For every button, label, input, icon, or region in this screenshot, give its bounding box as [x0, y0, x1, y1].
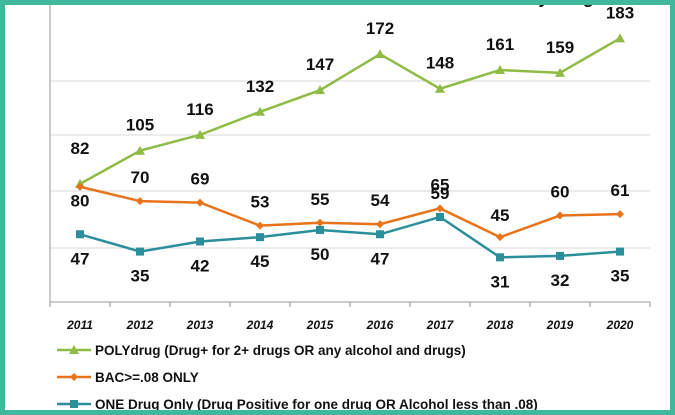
x-tick-label: 2017: [426, 318, 455, 332]
data-point: [436, 212, 444, 221]
data-point: [615, 33, 625, 43]
legend-marker: [69, 345, 79, 354]
data-label: 159: [546, 38, 574, 57]
series-line: [79, 215, 621, 259]
data-point: [556, 251, 564, 260]
data-label: 42: [191, 256, 210, 275]
data-point: [255, 106, 265, 116]
data-point: [376, 220, 384, 229]
data-point: [136, 247, 144, 256]
data-label: 183: [606, 5, 634, 22]
x-tick-label: 2016: [366, 318, 394, 332]
data-label: 82: [71, 139, 90, 158]
x-tick-label: 2020: [606, 318, 634, 332]
data-point: [436, 204, 444, 213]
data-point: [556, 211, 564, 220]
legend-label: ONE Drug Only (Drug Positive for one dru…: [95, 397, 538, 410]
x-tick-label: 2011: [66, 318, 93, 332]
data-label: 161: [486, 35, 514, 54]
data-point: [616, 210, 624, 219]
data-label: 47: [71, 249, 90, 268]
data-point: [195, 129, 205, 139]
data-label: 116: [186, 100, 213, 119]
line-chart: y drug 2011 2012 2013 2014 2015 2016 2017 2018 20…: [49, 5, 651, 410]
data-point: [316, 218, 324, 227]
data-label: 50: [311, 245, 330, 264]
data-label: 61: [611, 181, 630, 200]
data-point: [315, 85, 325, 95]
data-point: [76, 230, 84, 239]
data-label: 31: [491, 272, 510, 291]
data-point: [376, 230, 384, 239]
x-tick-label: 2015: [306, 318, 334, 332]
data-point: [136, 197, 144, 206]
legend-marker: [70, 373, 78, 381]
chart-title: y drug: [539, 5, 595, 7]
data-point: [555, 67, 565, 77]
data-point: [256, 233, 264, 242]
data-point: [496, 233, 504, 242]
series-line: [79, 185, 621, 239]
data-point: [256, 221, 264, 230]
legend-label: BAC>=.08 ONLY: [95, 370, 199, 385]
data-label: 60: [551, 183, 570, 202]
data-label: 32: [551, 271, 570, 290]
data-point: [316, 225, 324, 234]
x-tick-label: 2013: [186, 318, 214, 332]
data-point: [496, 253, 504, 262]
data-label: 54: [371, 191, 390, 210]
data-label: 45: [251, 252, 270, 271]
data-label: 105: [126, 116, 154, 135]
x-tick-label: 2012: [126, 318, 154, 332]
data-label: 172: [366, 19, 394, 38]
data-label: 53: [251, 193, 270, 212]
series-line: [79, 37, 621, 185]
data-label: 148: [426, 54, 454, 73]
data-point: [135, 145, 145, 155]
data-label: 35: [131, 267, 150, 286]
x-tick-label: 2019: [546, 318, 574, 332]
legend-label: POLYdrug (Drug+ for 2+ drugs OR any alco…: [95, 343, 466, 358]
x-tick-label: 2018: [486, 318, 514, 332]
data-point: [76, 182, 84, 191]
data-label: 70: [131, 168, 150, 187]
data-point: [616, 247, 624, 256]
data-label: 35: [611, 267, 630, 286]
data-label: 45: [491, 206, 510, 225]
data-label: 69: [191, 170, 210, 189]
data-point: [196, 237, 204, 246]
data-label: 132: [246, 77, 274, 96]
data-label: 147: [306, 55, 334, 74]
data-point: [375, 49, 385, 59]
x-tick-label: 2014: [246, 318, 274, 332]
data-point: [435, 83, 445, 93]
data-label: 80: [71, 192, 90, 211]
data-label: 47: [371, 249, 390, 268]
data-label: 59: [431, 184, 450, 203]
data-label: 65: [431, 175, 450, 194]
legend-marker: [70, 400, 78, 408]
data-point: [495, 65, 505, 75]
data-label: 55: [311, 190, 330, 209]
data-point: [196, 198, 204, 207]
